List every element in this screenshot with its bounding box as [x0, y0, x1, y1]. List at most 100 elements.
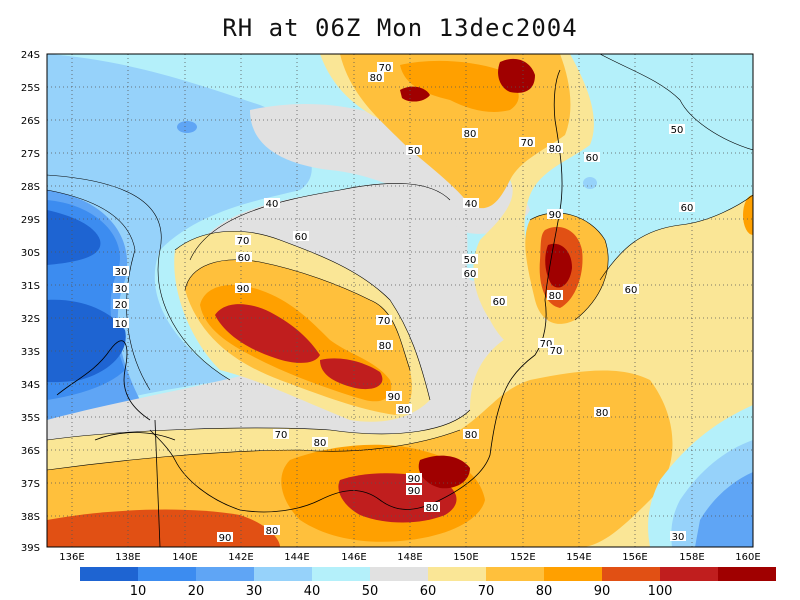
contour-label: 90	[219, 533, 232, 544]
lon-axis: 136E 138E 140E 142E 144E 146E 148E 150E …	[59, 552, 760, 563]
rh-field	[47, 54, 753, 547]
contour-label: 70	[540, 339, 553, 350]
colorbar-label: 100	[648, 584, 673, 599]
contour-label: 70	[275, 430, 288, 441]
lat-tick: 35S	[21, 413, 40, 424]
lat-tick: 36S	[21, 446, 40, 457]
contour-label: 50	[671, 125, 684, 136]
lat-tick: 29S	[21, 215, 40, 226]
contour-label: 60	[295, 232, 308, 243]
colorbar-swatch	[602, 567, 660, 581]
contour-label: 50	[464, 255, 477, 266]
contour-label: 80	[266, 526, 279, 537]
contour-label: 60	[464, 269, 477, 280]
lat-tick: 28S	[21, 182, 40, 193]
contour-label: 70	[521, 138, 534, 149]
lat-tick: 30S	[21, 248, 40, 259]
lon-tick: 144E	[284, 552, 309, 563]
rh-zone-10b	[47, 299, 126, 383]
lon-tick: 142E	[228, 552, 253, 563]
contour-label: 60	[681, 203, 694, 214]
lon-tick: 148E	[397, 552, 422, 563]
contour-label: 80	[314, 438, 327, 449]
contour-label: 80	[549, 291, 562, 302]
colorbar-label: 10	[130, 584, 147, 599]
colorbar-swatch	[370, 567, 428, 581]
contour-label: 80	[549, 144, 562, 155]
contour-label: 40	[266, 199, 279, 210]
lon-tick: 136E	[59, 552, 84, 563]
rh-zone-80e	[743, 195, 753, 235]
contour-label: 70	[237, 236, 250, 247]
contour-label: 10	[115, 319, 128, 330]
rh-zone-90b	[400, 60, 519, 112]
lat-tick: 26S	[21, 116, 40, 127]
colorbar-swatch	[544, 567, 602, 581]
colorbar-swatch	[428, 567, 486, 581]
lon-tick: 160E	[735, 552, 760, 563]
colorbar-labels: 10 20 30 40 50 60 70 80 90 100	[130, 584, 673, 599]
lat-tick: 32S	[21, 314, 40, 325]
map-frame	[46, 53, 754, 548]
lat-tick: 34S	[21, 380, 40, 391]
colorbar-swatch	[312, 567, 370, 581]
colorbar-label: 70	[478, 584, 495, 599]
lon-tick: 138E	[115, 552, 140, 563]
contour-label: 80	[465, 430, 478, 441]
contour-label: 60	[493, 297, 506, 308]
contour-label: 50	[408, 146, 421, 157]
contour-label: 90	[549, 210, 562, 221]
rh-zone-50-ne	[600, 54, 753, 150]
contour-label: 60	[625, 285, 638, 296]
contour-label: 90	[237, 284, 250, 295]
rh-zone-10	[47, 210, 101, 265]
contour-label: 30	[115, 267, 128, 278]
colorbar-label: 50	[362, 584, 379, 599]
lon-tick: 154E	[566, 552, 591, 563]
rh-zone-100g	[418, 455, 470, 489]
contour-label: 60	[586, 153, 599, 164]
rh-zone-60b	[250, 104, 530, 234]
contour-label: 30	[115, 284, 128, 295]
map-title: RH at 06Z Mon 13dec2004	[222, 14, 578, 42]
lat-tick: 31S	[21, 281, 40, 292]
contour-label: 30	[672, 532, 685, 543]
contour-label: 80	[370, 73, 383, 84]
contour-label: 80	[398, 405, 411, 416]
contour-label: 80	[426, 503, 439, 514]
colorbar-label: 80	[536, 584, 553, 599]
lat-tick: 25S	[21, 83, 40, 94]
contour-label: 20	[115, 300, 128, 311]
state-border-2	[94, 432, 176, 441]
lon-tick: 140E	[172, 552, 197, 563]
colorbar-label: 20	[188, 584, 205, 599]
lat-tick: 24S	[21, 50, 40, 61]
colorbar-label: 40	[304, 584, 321, 599]
contour-label: 80	[379, 341, 392, 352]
rh-spot-3	[583, 177, 597, 189]
rh-zone-100d	[498, 58, 535, 93]
contour-label: 60	[238, 253, 251, 264]
colorbar-swatch	[196, 567, 254, 581]
lon-tick: 156E	[622, 552, 647, 563]
state-border-1	[154, 419, 161, 547]
colorbar-swatch	[660, 567, 718, 581]
contour-label: 70	[378, 316, 391, 327]
lon-tick: 158E	[679, 552, 704, 563]
contour-label: 70	[550, 346, 563, 357]
map-grid	[47, 54, 753, 547]
contour-label: 40	[465, 199, 478, 210]
lon-tick: 152E	[510, 552, 535, 563]
colorbar-label: 90	[594, 584, 611, 599]
colorbar-label: 60	[420, 584, 437, 599]
colorbar-label: 30	[246, 584, 263, 599]
contour-label: 80	[464, 129, 477, 140]
rh-zone-se-30	[695, 472, 753, 547]
colorbar-swatch	[80, 567, 138, 581]
lat-tick: 33S	[21, 347, 40, 358]
rh-spot-1	[177, 121, 197, 133]
contour-label: 80	[596, 408, 609, 419]
contour-label: 90	[408, 486, 421, 497]
contour-label: 90	[408, 474, 421, 485]
